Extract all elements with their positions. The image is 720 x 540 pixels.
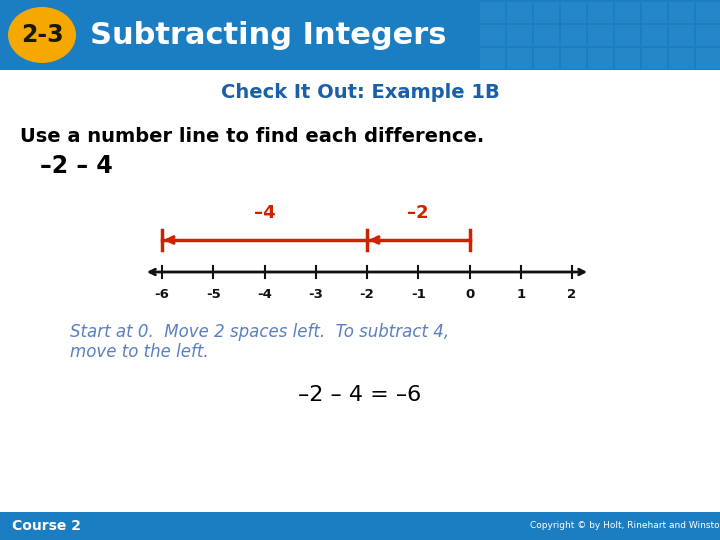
- Text: –2 – 4: –2 – 4: [40, 154, 113, 178]
- Bar: [615, 48, 640, 69]
- Text: -3: -3: [308, 288, 323, 301]
- Bar: [534, 2, 559, 23]
- Bar: [507, 25, 532, 46]
- Bar: [696, 2, 720, 23]
- Bar: [588, 25, 613, 46]
- Bar: [642, 2, 667, 23]
- Bar: [615, 2, 640, 23]
- Bar: [0, 0, 720, 70]
- Text: –2 – 4 = –6: –2 – 4 = –6: [298, 385, 422, 405]
- Text: 2: 2: [567, 288, 577, 301]
- Text: -4: -4: [257, 288, 272, 301]
- Bar: [588, 2, 613, 23]
- Text: Course 2: Course 2: [12, 519, 81, 533]
- Text: -5: -5: [206, 288, 220, 301]
- Bar: [0, 512, 720, 540]
- Bar: [534, 25, 559, 46]
- Bar: [480, 2, 505, 23]
- Bar: [642, 48, 667, 69]
- Bar: [534, 48, 559, 69]
- Text: Subtracting Integers: Subtracting Integers: [90, 21, 446, 50]
- Text: –2: –2: [408, 204, 429, 222]
- Text: –4: –4: [253, 204, 275, 222]
- Text: -2: -2: [359, 288, 374, 301]
- Text: move to the left.: move to the left.: [70, 343, 209, 361]
- Bar: [696, 25, 720, 46]
- Text: Start at 0.  Move 2 spaces left.  To subtract 4,: Start at 0. Move 2 spaces left. To subtr…: [70, 323, 449, 341]
- Bar: [696, 48, 720, 69]
- Bar: [507, 2, 532, 23]
- Text: 2-3: 2-3: [21, 23, 63, 47]
- Bar: [480, 48, 505, 69]
- Bar: [588, 48, 613, 69]
- Text: Copyright © by Holt, Rinehart and Winston. All Rights Reserved.: Copyright © by Holt, Rinehart and Winsto…: [530, 522, 720, 530]
- Bar: [561, 25, 586, 46]
- Bar: [669, 25, 694, 46]
- Ellipse shape: [8, 7, 76, 63]
- Text: Check It Out: Example 1B: Check It Out: Example 1B: [220, 83, 500, 102]
- Text: 0: 0: [465, 288, 474, 301]
- Bar: [642, 25, 667, 46]
- Bar: [615, 25, 640, 46]
- Text: -6: -6: [155, 288, 169, 301]
- Bar: [669, 2, 694, 23]
- Bar: [561, 48, 586, 69]
- Bar: [561, 2, 586, 23]
- Bar: [507, 48, 532, 69]
- Text: 1: 1: [516, 288, 526, 301]
- Text: Use a number line to find each difference.: Use a number line to find each differenc…: [20, 127, 485, 146]
- Text: -1: -1: [411, 288, 426, 301]
- Bar: [480, 25, 505, 46]
- Bar: [669, 48, 694, 69]
